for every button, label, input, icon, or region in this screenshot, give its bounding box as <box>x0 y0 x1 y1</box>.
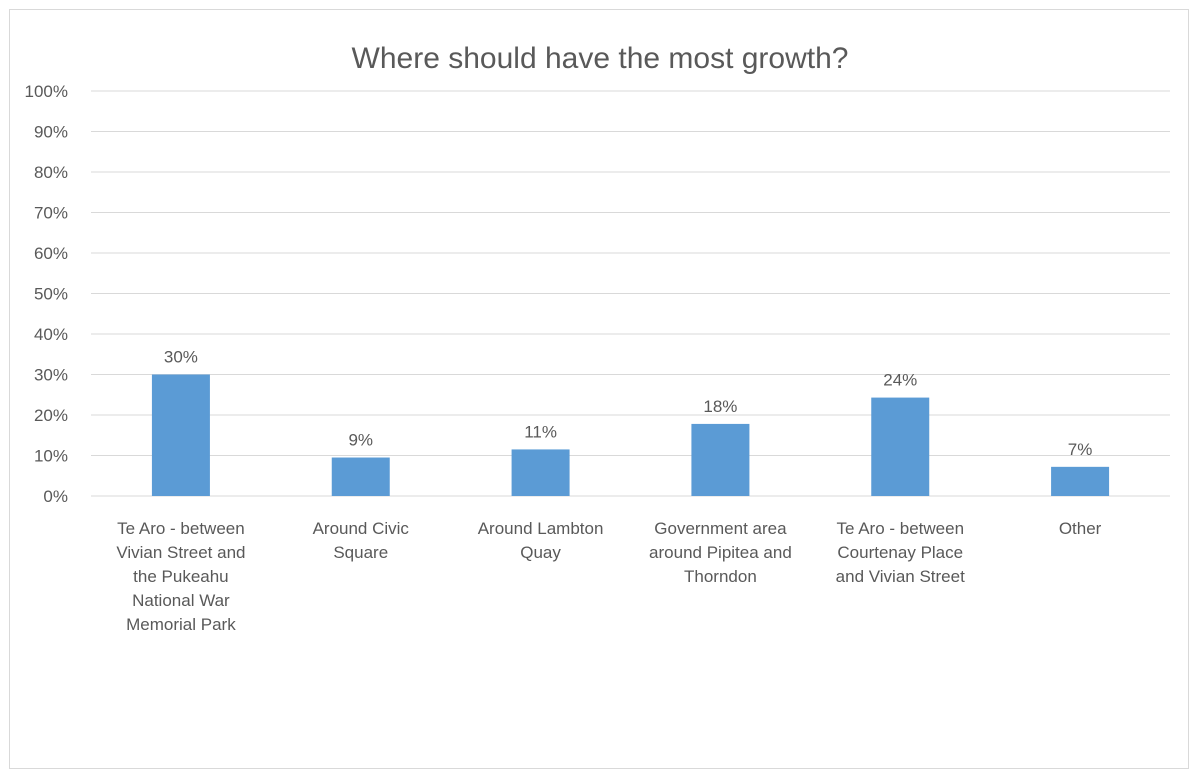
data-label: 24% <box>883 371 917 390</box>
y-tick-label: 10% <box>34 447 68 466</box>
data-label: 18% <box>703 397 737 416</box>
x-tick-label: Government area around Pipitea and Thorndo… <box>649 519 792 586</box>
data-label: 30% <box>164 348 198 367</box>
data-label: 11% <box>524 422 557 441</box>
y-tick-label: 90% <box>34 123 68 142</box>
data-label: 9% <box>348 431 373 450</box>
x-tick-label: Other <box>1059 519 1102 538</box>
bar <box>331 457 390 496</box>
bar <box>1051 466 1110 496</box>
x-tick-label: Te Aro - between Vivian Street and the Puk… <box>116 519 245 634</box>
bar <box>871 397 930 496</box>
x-tick-label: Around Lambton Quay <box>478 519 604 562</box>
bar <box>691 423 750 496</box>
y-tick-label: 80% <box>34 163 68 182</box>
x-tick-label: Te Aro - between Courtenay Place and Vivia… <box>836 519 965 586</box>
chart-title: Where should have the most growth? <box>351 42 849 75</box>
y-tick-label: 0% <box>43 487 68 506</box>
y-tick-label: 70% <box>34 204 68 223</box>
y-tick-label: 20% <box>34 406 68 425</box>
x-tick-label: Around Civic Square <box>313 519 410 562</box>
y-tick-label: 100% <box>25 82 68 101</box>
y-tick-label: 40% <box>34 325 68 344</box>
bar <box>151 374 210 496</box>
y-tick-label: 60% <box>34 244 68 263</box>
bar-chart-plot: 0% 10% 20% 30% 40% 50% 60% 70% 80% 90% 100% 30% Te A… <box>25 82 1170 634</box>
bar <box>511 449 570 496</box>
y-tick-label: 30% <box>34 366 68 385</box>
y-tick-label: 50% <box>34 285 68 304</box>
data-label: 7% <box>1068 440 1093 459</box>
